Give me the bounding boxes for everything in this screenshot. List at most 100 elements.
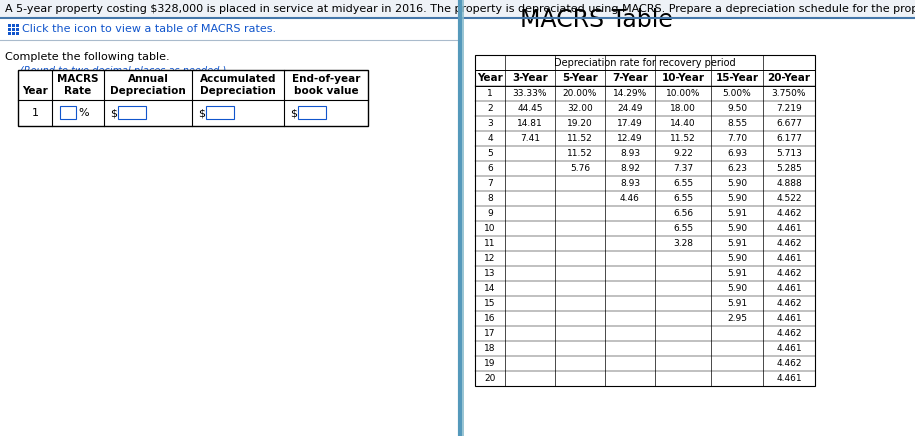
Text: 8.93: 8.93 [620, 149, 640, 158]
Text: 6.56: 6.56 [673, 209, 693, 218]
Text: 11.52: 11.52 [567, 134, 593, 143]
Text: 20.00%: 20.00% [563, 89, 597, 98]
Text: Rate: Rate [64, 86, 92, 96]
Text: 6.55: 6.55 [673, 179, 693, 188]
Text: Depreciation rate for recovery period: Depreciation rate for recovery period [554, 58, 736, 68]
Text: 8: 8 [487, 194, 493, 203]
Text: 8.92: 8.92 [620, 164, 640, 173]
Text: End-of-year: End-of-year [292, 74, 361, 84]
Text: 4.46: 4.46 [620, 194, 640, 203]
Text: 15: 15 [484, 299, 496, 308]
Text: 3: 3 [487, 119, 493, 128]
Text: 5.90: 5.90 [727, 224, 747, 233]
Text: 14.29%: 14.29% [613, 89, 647, 98]
Bar [206, 106, 234, 119]
Text: (Round to two decimal places as needed.): (Round to two decimal places as needed.) [20, 66, 226, 76]
Text: 6.177: 6.177 [776, 134, 802, 143]
Bar [298, 106, 326, 119]
Text: 4.462: 4.462 [776, 239, 802, 248]
Text: 5.91: 5.91 [727, 239, 747, 248]
Text: 4.522: 4.522 [776, 194, 802, 203]
Text: 12.49: 12.49 [618, 134, 643, 143]
Text: 20-Year: 20-Year [768, 73, 811, 83]
Text: 18: 18 [484, 344, 496, 353]
Text: 4.888: 4.888 [776, 179, 802, 188]
Text: 10-Year: 10-Year [662, 73, 705, 83]
Text: 7: 7 [487, 179, 493, 188]
Text: MACRS Table: MACRS Table [520, 8, 673, 32]
Text: 5.90: 5.90 [727, 194, 747, 203]
Text: 32.00: 32.00 [567, 104, 593, 113]
Text: Accumulated: Accumulated [199, 74, 276, 84]
Text: 11.52: 11.52 [567, 149, 593, 158]
Text: $: $ [290, 108, 297, 118]
Bar [16, 32, 19, 35]
Text: 1: 1 [487, 89, 493, 98]
Text: 7-Year: 7-Year [612, 73, 648, 83]
Bar [0, 0, 915, 18]
Text: 4.461: 4.461 [776, 254, 802, 263]
Text: 5.76: 5.76 [570, 164, 590, 173]
Text: 5.91: 5.91 [727, 209, 747, 218]
Text: 4.461: 4.461 [776, 374, 802, 383]
Text: 6: 6 [487, 164, 493, 173]
Text: A 5-year property costing $328,000 is placed in service at midyear in 2016. The : A 5-year property costing $328,000 is pl… [5, 4, 915, 14]
Bar [8, 32, 11, 35]
Text: 5: 5 [487, 149, 493, 158]
Text: 3.750%: 3.750% [771, 89, 806, 98]
Text: MACRS: MACRS [58, 74, 99, 84]
Text: 6.55: 6.55 [673, 224, 693, 233]
Text: 20: 20 [484, 374, 496, 383]
Text: 7.219: 7.219 [776, 104, 802, 113]
Text: 5.91: 5.91 [727, 269, 747, 278]
Text: 6.93: 6.93 [727, 149, 747, 158]
Text: 6.677: 6.677 [776, 119, 802, 128]
Bar [8, 24, 11, 27]
Text: 18.00: 18.00 [670, 104, 696, 113]
Text: 4.462: 4.462 [776, 209, 802, 218]
Text: 16: 16 [484, 314, 496, 323]
Text: 8.55: 8.55 [727, 119, 747, 128]
Bar [12, 24, 15, 27]
Text: 4.462: 4.462 [776, 269, 802, 278]
Bar [18, 70, 368, 126]
Text: 13: 13 [484, 269, 496, 278]
Text: Depreciation: Depreciation [200, 86, 276, 96]
Text: $: $ [198, 108, 205, 118]
Text: 5.285: 5.285 [776, 164, 802, 173]
Text: 7.70: 7.70 [727, 134, 747, 143]
Text: 9.50: 9.50 [727, 104, 747, 113]
Text: 5.91: 5.91 [727, 299, 747, 308]
Text: Depreciation: Depreciation [110, 86, 186, 96]
Text: 11.52: 11.52 [670, 134, 696, 143]
Text: Year: Year [22, 86, 48, 96]
Text: 33.33%: 33.33% [512, 89, 547, 98]
Bar [12, 28, 15, 31]
Text: 6.23: 6.23 [727, 164, 747, 173]
Text: 7.41: 7.41 [520, 134, 540, 143]
Text: Complete the following table.: Complete the following table. [5, 52, 169, 62]
Text: 4.462: 4.462 [776, 299, 802, 308]
Text: 4.461: 4.461 [776, 224, 802, 233]
Text: 5.713: 5.713 [776, 149, 802, 158]
Text: 6.55: 6.55 [673, 194, 693, 203]
Text: 4.461: 4.461 [776, 284, 802, 293]
Text: 14.40: 14.40 [670, 119, 695, 128]
Text: 9: 9 [487, 209, 493, 218]
Text: 7.37: 7.37 [673, 164, 693, 173]
Text: Click the icon to view a table of MACRS rates.: Click the icon to view a table of MACRS … [22, 24, 276, 34]
Text: 4: 4 [487, 134, 493, 143]
Text: 2.95: 2.95 [727, 314, 747, 323]
Bar [16, 24, 19, 27]
Text: 12: 12 [484, 254, 496, 263]
Bar [12, 32, 15, 35]
Text: 9.22: 9.22 [673, 149, 693, 158]
Text: 5-Year: 5-Year [562, 73, 597, 83]
Text: %: % [78, 108, 89, 118]
Text: 5.90: 5.90 [727, 254, 747, 263]
Text: 14: 14 [484, 284, 496, 293]
Bar [16, 28, 19, 31]
Text: 4.462: 4.462 [776, 329, 802, 338]
Text: 5.00%: 5.00% [723, 89, 751, 98]
Text: Year: Year [477, 73, 503, 83]
